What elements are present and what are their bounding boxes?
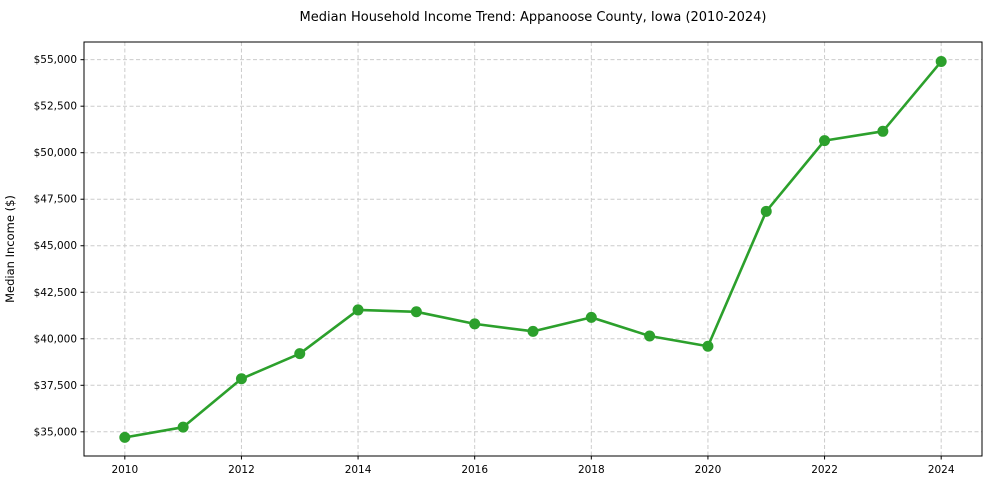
x-tick-label-2014: 2014 — [345, 464, 372, 476]
x-tick-label-2016: 2016 — [461, 464, 488, 476]
data-point-2024 — [935, 56, 947, 68]
data-point-2013 — [294, 348, 306, 360]
x-tick-label-2012: 2012 — [228, 464, 255, 476]
data-point-2012 — [235, 373, 247, 385]
data-point-2014 — [352, 304, 364, 316]
y-tick-label-47500: $47,500 — [34, 194, 77, 206]
x-tick-label-2020: 2020 — [695, 464, 722, 476]
y-tick-label-35000: $35,000 — [34, 426, 77, 438]
data-point-2018 — [585, 311, 597, 323]
y-tick-label-45000: $45,000 — [34, 240, 77, 252]
data-point-2016 — [469, 318, 481, 330]
trend-line — [123, 60, 943, 439]
axes-layer: $35,000 $37,500 $40,000 $42,500 $45,000 $47,5… — [34, 41, 983, 476]
chart-title: Median Household Income Trend: Appanoose… — [300, 10, 767, 25]
data-point-2010 — [119, 431, 131, 443]
series-layer — [119, 56, 947, 443]
plot-border — [83, 41, 983, 457]
y-tick-label-55000: $55,000 — [34, 54, 77, 66]
grid-layer — [84, 42, 982, 456]
x-tick-label-2024: 2024 — [928, 464, 955, 476]
data-point-2011 — [177, 421, 189, 433]
y-tick-label-37500: $37,500 — [34, 380, 77, 392]
y-axis-label: Median Income ($) — [3, 195, 17, 303]
x-tick-label-2010: 2010 — [111, 464, 138, 476]
data-point-2019 — [644, 330, 656, 342]
data-point-2020 — [702, 340, 714, 352]
y-tick-label-42500: $42,500 — [34, 287, 77, 299]
data-point-2022 — [819, 135, 831, 147]
data-point-2015 — [410, 306, 422, 318]
data-point-2017 — [527, 325, 539, 337]
x-tick-label-2018: 2018 — [578, 464, 605, 476]
x-tick-label-2022: 2022 — [811, 464, 838, 476]
data-point-2023 — [877, 125, 889, 137]
y-tick-label-40000: $40,000 — [34, 333, 77, 345]
data-point-2021 — [760, 205, 772, 217]
y-tick-label-50000: $50,000 — [34, 147, 77, 159]
y-tick-label-52500: $52,500 — [34, 101, 77, 113]
